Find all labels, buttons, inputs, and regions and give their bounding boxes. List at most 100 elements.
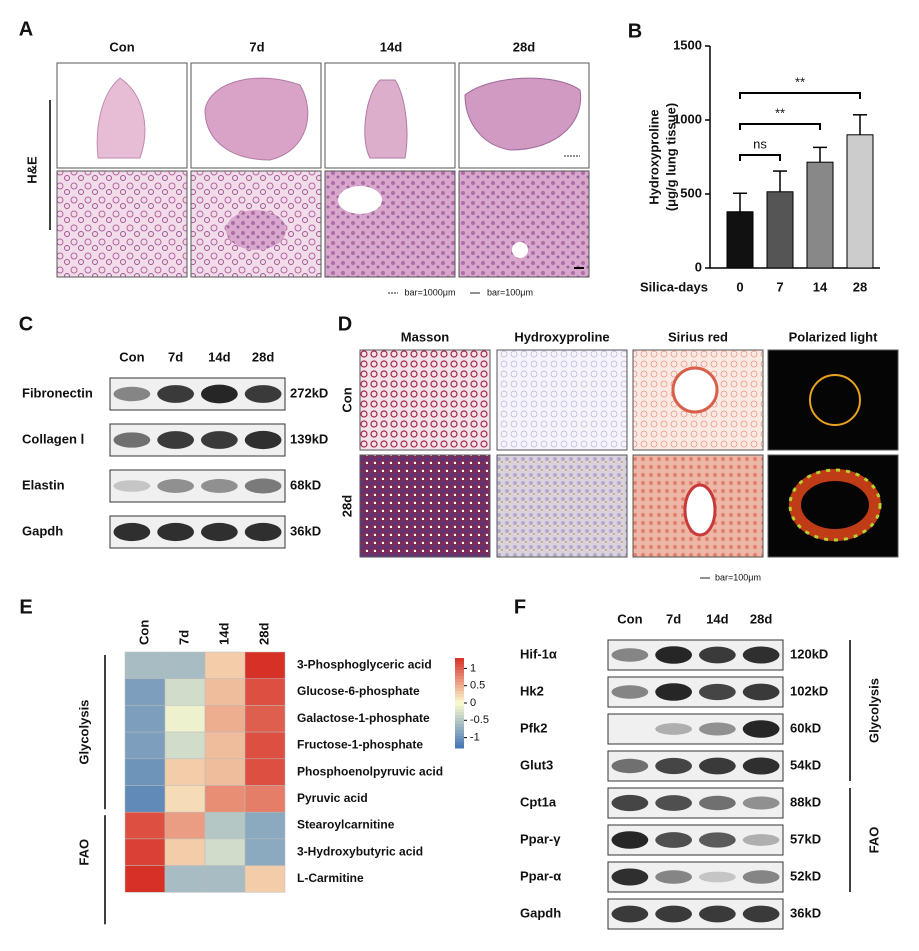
panel-label: E [19,596,32,618]
blot-band [655,723,692,735]
scale-bar-label: bar=1000μm [405,287,456,297]
heatmap-cell [164,838,206,866]
blot-band [611,868,649,886]
blot-band [699,795,736,811]
blot-band [113,386,151,402]
heatmap-cell [244,758,286,786]
blot-band [611,831,649,849]
blot-band [611,648,649,662]
heatmap-cell [164,811,206,840]
significance-label: ** [775,105,785,120]
blot-band [699,683,736,701]
colorbar-tick-label: 1 [470,662,476,674]
x-tick-label: 0 [736,279,743,294]
blot-band [655,646,692,664]
blot-band [201,522,238,542]
column-label: 28d [256,623,271,645]
colorbar-segment [455,673,464,677]
size-label: 52kD [790,868,821,883]
heatmap-cell [204,651,246,679]
heatmap-cell [124,811,166,840]
heatmap-cell [204,865,246,893]
content: A Con 7d 14d 28d H&E bar=1000μm bar=100μm C Fibro… [19,18,881,930]
blot-band [157,385,194,403]
panel-label: F [514,596,526,618]
colorbar-segment [455,730,464,734]
colorbar-segment [455,718,464,722]
group-label: FAO [866,827,881,854]
y-tick-label: 500 [680,185,702,200]
lane-header: 28d [750,611,772,626]
group-label: Glycolysis [866,678,881,743]
colorbar-segment [455,670,464,674]
blot-band [742,757,780,775]
blot-band [113,432,151,448]
heatmap-cell [204,678,246,706]
row-label: 3-Hydroxybutyric acid [297,844,423,858]
colorbar-segment [455,697,464,701]
y-axis-label: (μg/g lung tissue) [663,103,678,211]
protein-label: Gapdh [22,523,63,538]
colorbar-tick-label: 0 [470,697,476,709]
lane-header: 14d [706,611,728,626]
blot-band [201,384,238,404]
heatmap-cell [164,651,206,679]
blot-band [699,905,736,923]
colorbar-segment [455,703,464,707]
colorbar-segment [455,742,464,746]
colorbar-segment [455,685,464,689]
heatmap-cell [164,785,206,813]
colorbar-segment [455,724,464,728]
significance-bracket [739,154,781,161]
size-label: 60kD [790,720,821,735]
blot-band [655,870,692,884]
column-header: Sirius red [668,329,728,344]
significance-bracket [739,123,821,130]
protein-label: Pfk2 [520,720,547,735]
colorbar-segment [455,700,464,704]
colorbar-segment [455,706,464,710]
blot-band [157,431,194,449]
lane-header: 7d [666,611,681,626]
colorbar-segment [455,676,464,680]
panel-label: A [19,18,33,40]
heatmap-cell [124,731,166,760]
column-header: Hydroxyproline [514,329,609,344]
protein-label: Ppar-γ [520,831,561,846]
blot-band [611,794,649,812]
colorbar-segment [455,691,464,695]
row-label: L-Carmitine [297,871,364,885]
row-label: Galactose-1-phosphate [297,711,430,725]
protein-label: Collagen Ⅰ [22,431,84,446]
scale-bar-label: bar=100μm [487,287,533,297]
protein-label: Glut3 [520,757,553,772]
he-images [49,62,590,294]
group-label: Glycolysis [76,700,91,765]
heatmap-cell [204,838,246,866]
colorbar-segment [455,667,464,671]
heatmap-cell [164,865,206,893]
y-axis-label: Hydroxyproline [646,109,661,204]
column-label: 7d [176,630,191,645]
row-label: Pyruvic acid [297,791,368,805]
row-label: Phosphoenolpyruvic acid [297,764,443,778]
significance-label: ** [795,74,805,89]
y-tick-label: 0 [695,259,702,274]
lane-header: Con [119,349,144,364]
row-label: 3-Phosphoglyceric acid [297,658,432,672]
blot-band [244,430,282,450]
column-label: Con [136,620,151,645]
blot-band [157,522,194,542]
bar [846,134,874,269]
panel-label: C [19,313,33,335]
blot-band [611,758,649,774]
protein-label: Hk2 [520,683,544,698]
heatmap-cell [204,811,246,840]
blot-band [244,522,282,542]
blot-band [655,683,692,701]
y-tick-label: 1500 [673,37,702,52]
row-label: Fructose-1-phosphate [297,738,423,752]
heatmap-cell [204,785,246,813]
row-label: Con [339,387,354,412]
